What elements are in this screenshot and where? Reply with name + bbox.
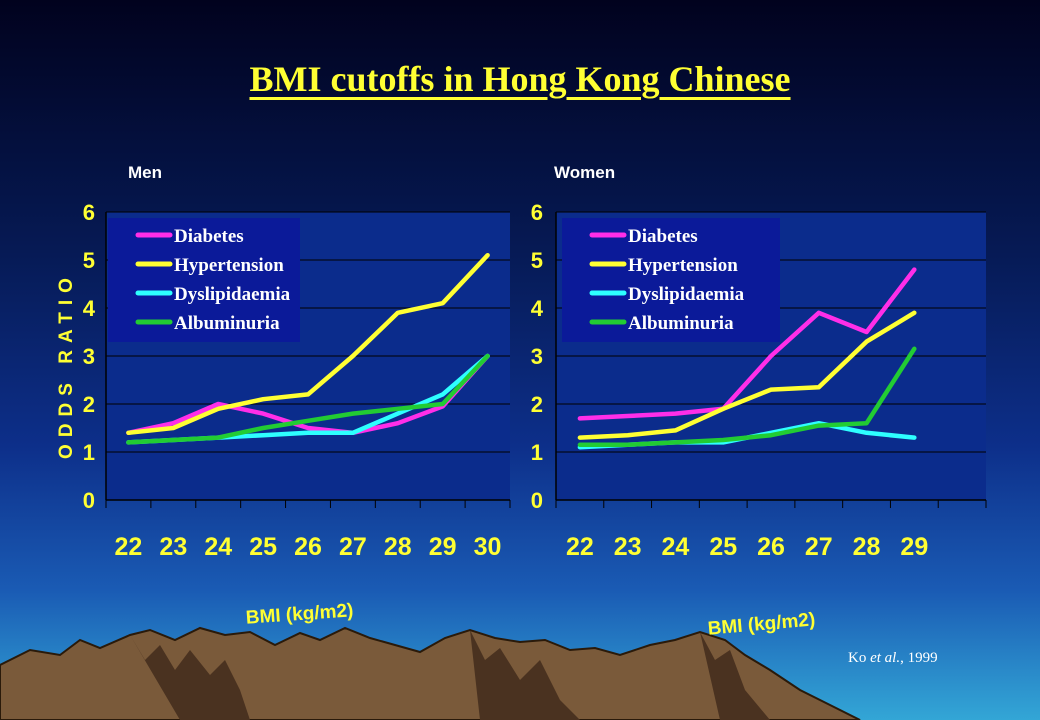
x-tick-label: 29 (429, 533, 457, 561)
x-tick-label: 27 (339, 533, 367, 561)
legend-entry: Dyslipidaemia (174, 284, 291, 305)
legend-entry: Albuminuria (628, 313, 734, 334)
series-line-diabetes (577, 267, 917, 421)
x-tick-label: 27 (805, 533, 833, 561)
men-panel-label: Men (128, 163, 162, 182)
series-line-albuminuria (126, 353, 490, 445)
women-panel-label: Women (554, 163, 616, 182)
y-tick-label: 2 (83, 392, 95, 417)
y-tick-label: 2 (531, 392, 543, 417)
legend-entry: Diabetes (174, 226, 244, 247)
y-tick-label: 4 (531, 296, 544, 321)
x-tick-label: 24 (204, 533, 232, 561)
y-tick-label: 1 (83, 440, 95, 465)
x-tick-label: 22 (115, 533, 143, 561)
x-tick-label: 30 (474, 533, 502, 561)
y-tick-label: 3 (531, 344, 543, 369)
y-tick-label: 0 (83, 488, 95, 513)
y-tick-label: 1 (531, 440, 543, 465)
y-axis-title: ODDS RATIO (56, 271, 77, 459)
x-tick-label: 24 (662, 533, 690, 561)
x-axis-title: BMI (kg/m2) (245, 600, 354, 628)
citation: Ko et al., 1999 (848, 650, 938, 666)
y-tick-label: 6 (83, 200, 95, 225)
y-tick-label: 5 (531, 248, 543, 273)
series-line-diabetes (126, 353, 490, 436)
slide-title: BMI cutoffs in Hong Kong Chinese (249, 59, 791, 99)
y-tick-label: 3 (83, 344, 95, 369)
y-tick-label: 6 (531, 200, 543, 225)
series-line-albuminuria (577, 346, 917, 448)
legend: Diabetes Hypertension Dyslipidaemia Albumin… (108, 218, 300, 342)
legend-entry: Dyslipidaemia (628, 284, 745, 305)
x-tick-label: 29 (900, 533, 928, 561)
y-tick-label: 5 (83, 248, 95, 273)
x-axis-title: BMI (kg/m2) (707, 609, 816, 639)
x-tick-label: 26 (294, 533, 322, 561)
y-tick-label: 4 (83, 296, 96, 321)
series-line-hypertension (126, 252, 490, 436)
x-tick-label: 23 (614, 533, 642, 561)
x-tick-label: 28 (853, 533, 881, 561)
x-tick-label: 25 (709, 533, 737, 561)
legend-entry: Diabetes (628, 226, 698, 247)
x-tick-label: 22 (566, 533, 594, 561)
x-tick-label: 28 (384, 533, 412, 561)
x-tick-label: 25 (249, 533, 277, 561)
legend: Diabetes Hypertension Dyslipidaemia Albumin… (562, 218, 780, 342)
x-tick-label: 23 (159, 533, 187, 561)
legend-entry: Hypertension (628, 255, 738, 276)
legend-entry: Hypertension (174, 255, 284, 276)
legend-entry: Albuminuria (174, 313, 280, 334)
series-line-hypertension (577, 310, 917, 440)
x-tick-label: 26 (757, 533, 785, 561)
y-tick-label: 0 (531, 488, 543, 513)
